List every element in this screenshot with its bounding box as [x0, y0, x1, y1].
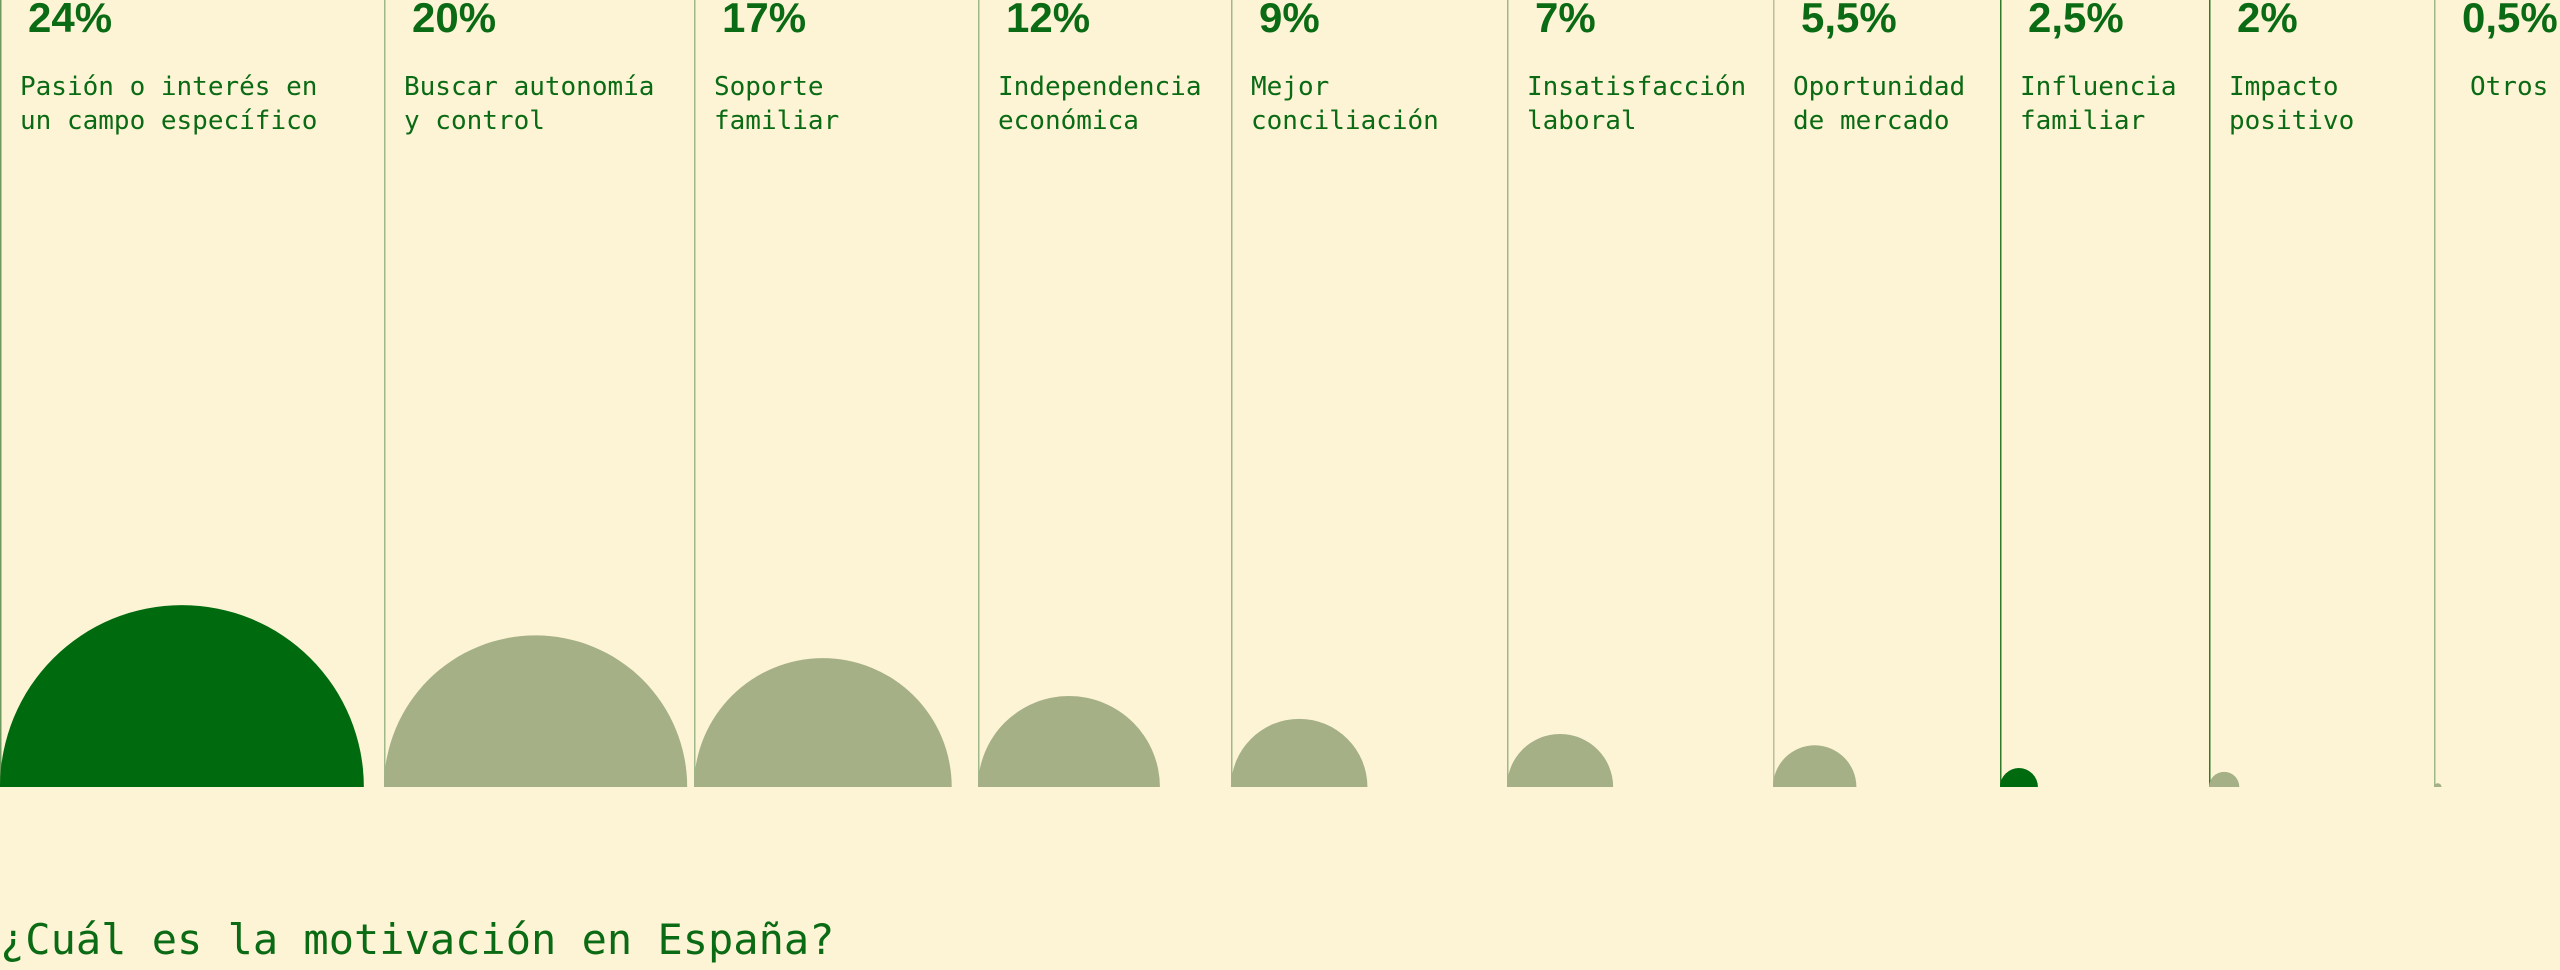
- semicircle: [694, 658, 952, 787]
- chart-title: ¿Cuál es la motivación en España?: [0, 915, 835, 964]
- category-label: Mejor conciliación: [1251, 72, 1439, 136]
- category-label: Independencia económica: [998, 72, 1202, 136]
- value-label: 17%: [722, 0, 807, 41]
- category-label: Oportunidad de mercado: [1793, 72, 1966, 136]
- semicircle: [978, 696, 1160, 787]
- semicircle: [2209, 771, 2240, 787]
- category-label: Otros: [2470, 72, 2549, 102]
- semicircle: [1231, 718, 1368, 787]
- category-label: Soporte familiar: [714, 72, 840, 136]
- category-label: Insatisfacción laboral: [1527, 72, 1747, 136]
- category-label: Pasión o interés en un campo específico: [20, 72, 318, 136]
- category-label: Influencia familiar: [2020, 72, 2177, 136]
- category-label: Buscar autonomía y control: [404, 72, 655, 136]
- semicircle: [1507, 733, 1614, 787]
- value-label: 24%: [28, 0, 113, 41]
- semicircle: [2000, 768, 2038, 787]
- value-label: 7%: [1535, 0, 1596, 41]
- value-label: 0,5%: [2462, 0, 2558, 41]
- value-label: 20%: [412, 0, 497, 41]
- value-label: 2%: [2237, 0, 2298, 41]
- value-label: 2,5%: [2028, 0, 2124, 41]
- value-label: 9%: [1259, 0, 1320, 41]
- semicircle: [2434, 783, 2442, 787]
- semicircle: [384, 635, 688, 787]
- semicircle: [1773, 745, 1857, 787]
- value-label: 5,5%: [1801, 0, 1897, 41]
- category-label: Impacto positivo: [2229, 72, 2355, 136]
- semicircle: [0, 605, 364, 787]
- value-label: 12%: [1006, 0, 1091, 41]
